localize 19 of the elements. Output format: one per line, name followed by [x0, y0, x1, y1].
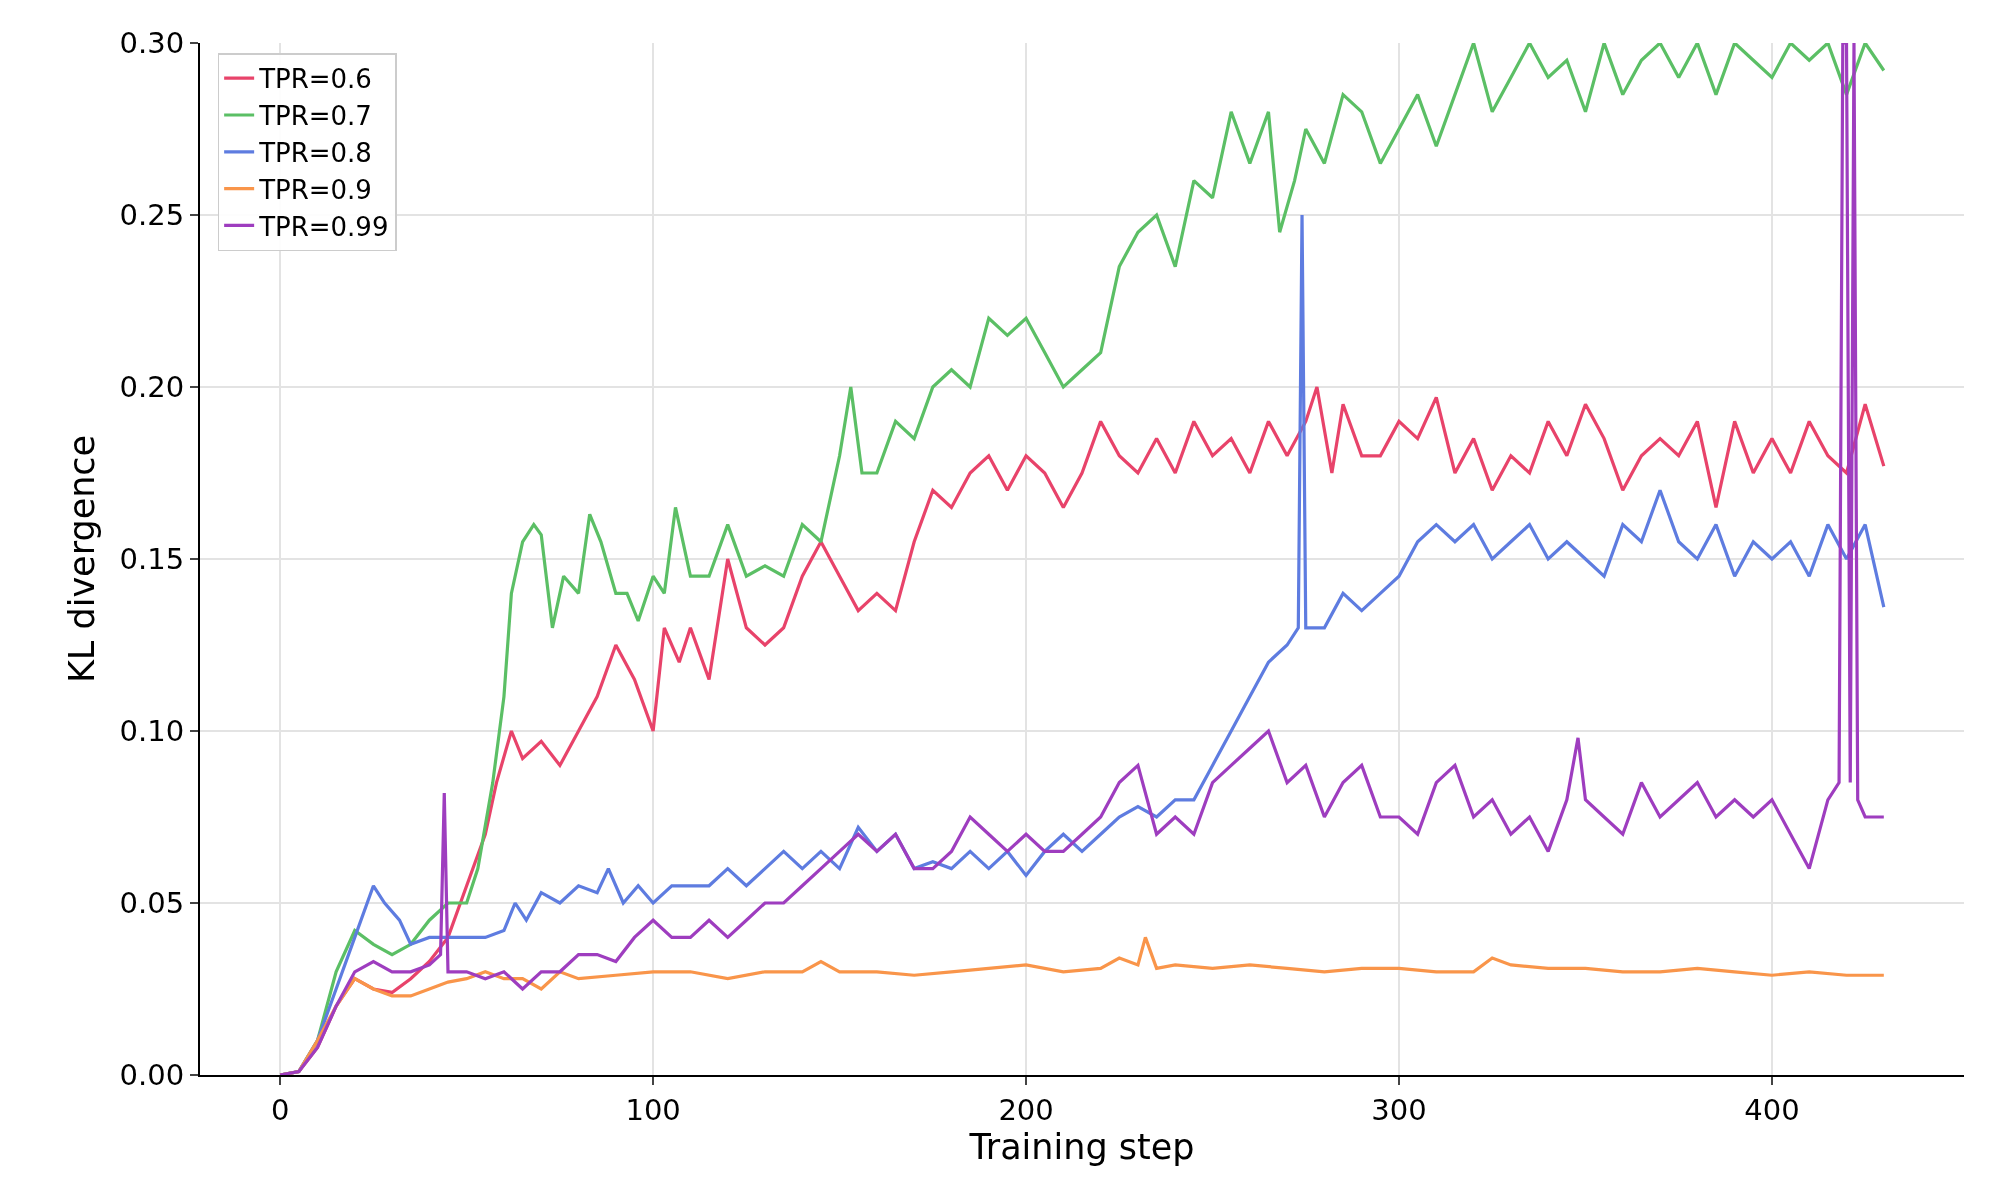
legend-label: TPR=0.6: [258, 64, 372, 95]
y-tick-label: 0.30: [119, 26, 185, 61]
x-tick-label: 200: [998, 1092, 1054, 1127]
y-axis-title: KL divergence: [62, 434, 103, 684]
y-tick-label: 0.15: [119, 542, 185, 577]
x-tick-label: 0: [270, 1092, 290, 1127]
x-axis-title: Training step: [968, 1126, 1195, 1167]
x-tick-label: 300: [1371, 1092, 1427, 1127]
legend-label: TPR=0.9: [258, 174, 372, 205]
y-tick-label: 0.20: [119, 370, 185, 405]
legend-label: TPR=0.99: [258, 211, 389, 242]
y-tick-label: 0.10: [119, 714, 185, 749]
y-tick-label: 0.05: [119, 886, 185, 921]
legend-label: TPR=0.7: [258, 101, 372, 132]
x-tick-label: 400: [1744, 1092, 1800, 1127]
y-tick-label: 0.25: [119, 198, 185, 233]
x-tick-label: 100: [625, 1092, 681, 1127]
legend-label: TPR=0.8: [258, 137, 372, 168]
y-tick-label: 0.00: [119, 1058, 185, 1093]
